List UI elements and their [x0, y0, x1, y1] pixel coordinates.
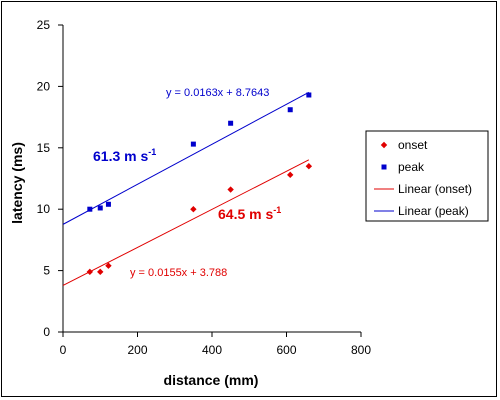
legend-box [365, 130, 489, 222]
y-tick-label: 15 [37, 141, 51, 155]
onset-point [86, 268, 94, 276]
y-tick-label: 0 [43, 325, 50, 339]
legend-onset-marker [380, 141, 388, 149]
onset-point [105, 262, 112, 269]
onset-point [305, 163, 313, 170]
legend-entry-label: Linear (peak) [398, 204, 469, 218]
x-axis-label: distance (mm) [164, 372, 259, 388]
onset-point [97, 268, 104, 276]
onset-point [287, 171, 294, 179]
legend-peak-marker [381, 164, 387, 170]
trendlines [62, 91, 310, 286]
legend: onset peak Linear (onset) Linear (peak) [365, 130, 489, 222]
onset-equation-label: y = 0.0155x + 3.788 [130, 267, 227, 279]
legend-entry-label: Linear (onset) [398, 182, 472, 196]
y-tick-label: 20 [37, 79, 51, 93]
peak-point [190, 141, 196, 147]
legend-entry-label: onset [398, 138, 428, 152]
onset-trendline [62, 159, 310, 286]
x-tick-label: 400 [202, 343, 222, 357]
peak-point [105, 201, 111, 207]
onset-speed-annotation: 64.5 m s-1 [218, 205, 281, 222]
data-points [86, 92, 313, 276]
peak-point [97, 205, 103, 211]
peak-speed-annotation: 61.3 m s-1 [93, 147, 156, 164]
y-tick-label: 10 [37, 202, 51, 216]
y-axis-label: latency (ms) [9, 142, 25, 224]
y-tick-label: 5 [43, 264, 50, 278]
x-tick-label: 600 [276, 343, 296, 357]
y-tick-label: 25 [37, 18, 51, 32]
legend-entry-label: peak [398, 160, 425, 174]
x-tick-label: 200 [127, 343, 147, 357]
onset-point [190, 206, 197, 213]
x-tick-label: 800 [351, 343, 371, 357]
peak-point [287, 107, 293, 113]
onset-point [227, 186, 234, 193]
peak-point [306, 92, 312, 98]
peak-equation-label: y = 0.0163x + 8.7643 [166, 87, 269, 99]
axes: 0 5 10 15 20 25 0 200 400 600 800 [37, 18, 372, 357]
peak-trendline [62, 91, 310, 225]
x-tick-label: 0 [60, 343, 67, 357]
peak-point [228, 120, 234, 126]
peak-point [87, 206, 93, 212]
